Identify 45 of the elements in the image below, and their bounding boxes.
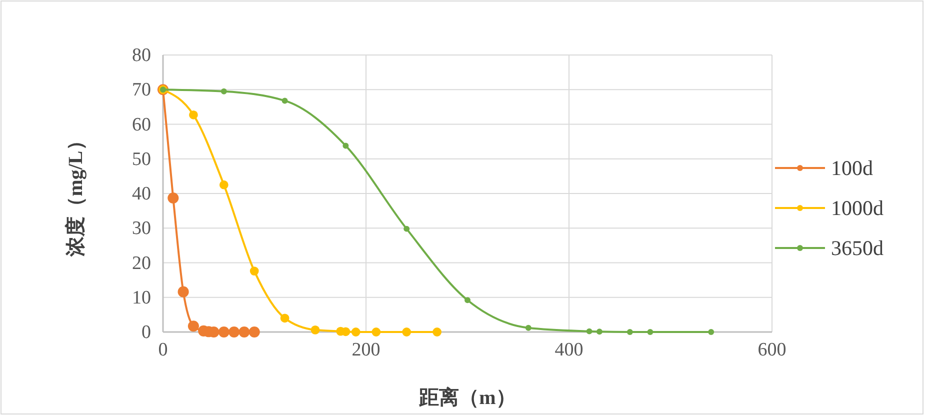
point [708, 329, 714, 335]
point [342, 142, 349, 149]
point [219, 180, 228, 190]
point [189, 110, 198, 120]
point [238, 326, 250, 338]
point [280, 314, 290, 323]
point [188, 320, 199, 332]
x-tick-label: 0 [158, 339, 168, 360]
point [168, 192, 179, 204]
x-tick-label: 400 [554, 339, 584, 360]
point [596, 328, 602, 335]
point [404, 226, 410, 232]
y-tick-label: 30 [132, 218, 151, 240]
point [218, 326, 230, 338]
point [178, 286, 189, 298]
point [250, 266, 259, 276]
y-tick-label: 40 [132, 184, 151, 205]
legend-label: 3650d [831, 236, 884, 260]
point [626, 329, 633, 335]
y-tick-label: 80 [132, 45, 151, 66]
point [372, 328, 381, 336]
point [220, 88, 227, 94]
y-tick-label: 60 [132, 114, 151, 136]
y-tick-label: 0 [142, 322, 151, 344]
y-tick-label: 70 [132, 80, 151, 101]
y-tick-label: 50 [132, 148, 151, 170]
x-tick-label: 600 [758, 339, 786, 360]
y-axis-title: 浓度（mg/L） [64, 130, 87, 258]
point [586, 328, 592, 334]
point [248, 326, 260, 338]
y-tick-label: 20 [132, 252, 151, 274]
legend-label: 100d [831, 156, 874, 180]
point [647, 329, 654, 335]
y-tick-label: 10 [132, 287, 151, 308]
point [310, 325, 320, 334]
x-tick-label: 200 [352, 339, 380, 360]
point [432, 328, 442, 336]
point [525, 324, 532, 331]
point [282, 98, 288, 104]
point [351, 328, 360, 336]
point [402, 328, 412, 336]
legend-label: 1000d [831, 196, 884, 220]
point [464, 297, 470, 304]
point [228, 326, 240, 338]
x-axis-title: 距离（m） [418, 386, 516, 409]
